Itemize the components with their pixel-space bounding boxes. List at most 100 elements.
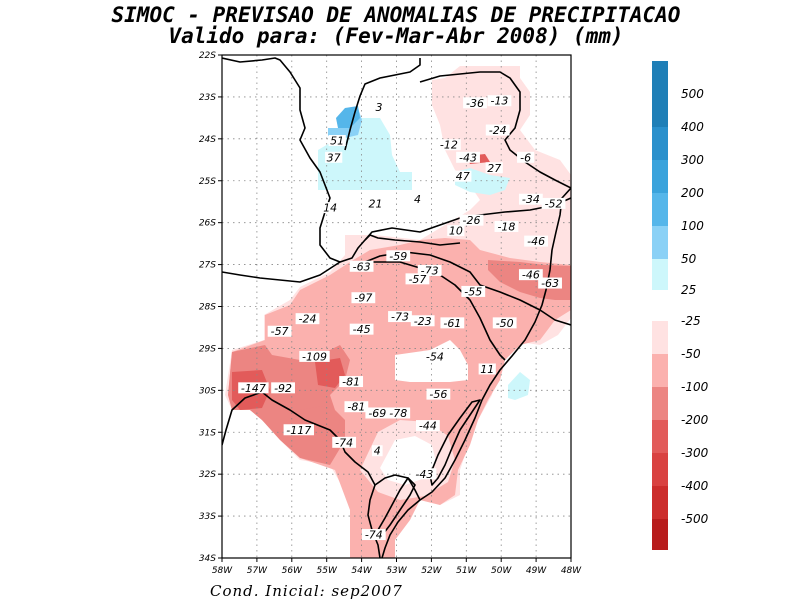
lat-label: 34S xyxy=(199,554,216,564)
legend-label: 500 xyxy=(681,87,704,101)
legend-positive-swatch xyxy=(652,160,668,193)
lat-label: 22S xyxy=(199,51,216,61)
anomaly-value: 4 xyxy=(414,193,421,206)
anomaly-value: -97 xyxy=(354,292,372,305)
border-sp-pr xyxy=(419,71,571,189)
lon-label: 51W xyxy=(456,566,477,576)
initial-condition-note: Cond. Inicial: sep2007 xyxy=(210,582,403,600)
anomaly-values: 3 -36 -13 -24 51 -12 37 -43 -6 27 47 -34 -52 14 21 4 -26… xyxy=(238,95,566,542)
lon-label: 57W xyxy=(247,566,268,576)
anomaly-value: 11 xyxy=(480,363,494,376)
legend-labels: 500 400 300 200 100 50 25 -25 -50 -100 -200 -300 -40… xyxy=(681,87,709,526)
legend-label: -100 xyxy=(681,380,709,394)
value-label-bg xyxy=(518,269,543,281)
anomaly-value: 51 xyxy=(330,135,344,148)
anomaly-value: -109 xyxy=(302,350,327,363)
legend-label: 50 xyxy=(681,252,697,266)
lon-label: 52W xyxy=(421,566,442,576)
value-label-bg xyxy=(485,124,510,136)
anomaly-value: 21 xyxy=(369,197,383,210)
anomaly-value: -78 xyxy=(389,407,407,420)
value-label-bg xyxy=(339,376,364,388)
anomaly-value: 47 xyxy=(456,170,470,183)
anomaly-value: -24 xyxy=(299,313,317,326)
legend-positive-swatch xyxy=(652,259,668,290)
border-ms-pr xyxy=(344,58,421,151)
anomaly-value: -13 xyxy=(490,95,508,108)
lagoa-dos-patos xyxy=(429,399,481,486)
map-title: SIMOC - PREVISAO DE ANOMALIAS DE PRECIPI… xyxy=(111,3,681,27)
lon-label: 58W xyxy=(212,566,233,576)
lon-label: 50W xyxy=(491,566,512,576)
anomaly-value: -55 xyxy=(464,285,482,298)
legend-negative-swatch xyxy=(652,453,668,486)
lat-label: 29S xyxy=(199,344,216,354)
legend-negative-bar xyxy=(652,321,668,550)
anomaly-value: -44 xyxy=(419,420,437,433)
coastline xyxy=(381,187,571,558)
lat-label: 30S xyxy=(199,386,216,396)
legend-label: -500 xyxy=(681,512,709,526)
lat-label: 33S xyxy=(199,512,216,522)
anomaly-value: -43 xyxy=(459,151,477,164)
anomaly-value: -59 xyxy=(389,250,407,263)
value-label-bg xyxy=(410,315,435,327)
lon-label: 48W xyxy=(561,566,582,576)
anomaly-value: 3 xyxy=(376,101,383,114)
legend-positive-bar xyxy=(652,61,668,290)
value-label-bg xyxy=(267,325,292,337)
anomaly-value: -74 xyxy=(335,436,353,449)
value-label-bg xyxy=(478,363,496,375)
value-label-bg xyxy=(454,170,472,182)
lat-label: 26S xyxy=(199,219,216,229)
legend-label: -400 xyxy=(681,479,709,493)
value-label-bg xyxy=(426,388,451,400)
anomaly-value: -45 xyxy=(353,323,371,336)
anomaly-value: -69 xyxy=(368,407,386,420)
value-label-bg xyxy=(412,193,423,205)
legend-negative-swatch xyxy=(652,420,668,453)
value-label-bg xyxy=(361,529,386,541)
value-label-bg xyxy=(440,317,465,329)
legend-negative-swatch xyxy=(652,519,668,550)
legend-label: 25 xyxy=(681,283,696,297)
anomaly-value: -81 xyxy=(342,376,360,389)
legend-negative-swatch xyxy=(652,354,668,387)
value-label-bg xyxy=(492,317,517,329)
legend-label: 300 xyxy=(681,153,704,167)
anomaly-value: -26 xyxy=(463,214,481,227)
value-label-bg xyxy=(412,468,437,480)
anomaly-value: -18 xyxy=(497,220,515,233)
value-label-bg xyxy=(459,214,484,226)
legend-positive-swatch xyxy=(652,127,668,160)
anomaly-value: -54 xyxy=(426,350,444,363)
value-label-bg xyxy=(366,197,385,209)
value-label-bg xyxy=(349,323,374,335)
anomaly-value: 37 xyxy=(327,151,341,164)
value-label-bg xyxy=(238,382,269,394)
border-uruguay-south xyxy=(367,484,381,558)
anomaly-value: -61 xyxy=(443,317,461,330)
border-paraguay-north xyxy=(222,57,366,263)
value-label-bg xyxy=(328,135,346,147)
legend-label: -200 xyxy=(681,413,709,427)
anomaly-value: -63 xyxy=(541,277,559,290)
anomaly-value: 27 xyxy=(487,162,501,175)
lat-label: 32S xyxy=(199,470,216,480)
anomaly-value: -52 xyxy=(545,197,563,210)
value-label-bg xyxy=(321,202,339,214)
value-label-bg xyxy=(283,424,314,436)
value-label-bg xyxy=(271,382,295,394)
value-label-bg xyxy=(524,235,548,247)
field-blue-top xyxy=(336,106,360,128)
border-paraguay-west xyxy=(222,261,341,283)
lon-label: 53W xyxy=(386,566,407,576)
value-label-bg xyxy=(461,285,486,297)
lon-label: 54W xyxy=(351,566,372,576)
value-label-bg xyxy=(447,225,465,237)
value-label-bg xyxy=(541,197,566,209)
value-label-bg xyxy=(349,260,374,272)
value-label-bg xyxy=(365,407,390,419)
lon-label: 49W xyxy=(526,566,547,576)
